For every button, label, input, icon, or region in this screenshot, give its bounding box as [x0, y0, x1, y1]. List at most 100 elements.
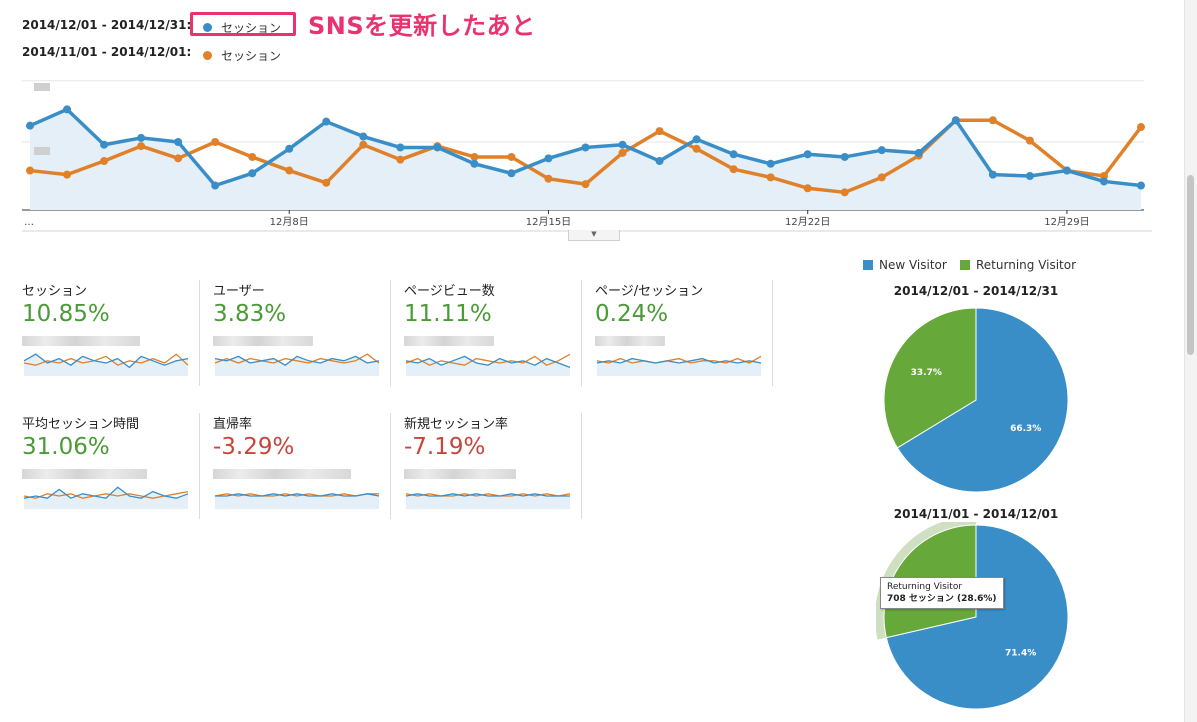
- data-point[interactable]: [544, 154, 553, 163]
- pie-slice-label: 71.4%: [1005, 649, 1036, 659]
- pie-tooltip: Returning Visitor 708 セッション (28.6%): [880, 577, 1004, 609]
- pie-chart-previous[interactable]: 71.4%: [876, 522, 1076, 722]
- data-point[interactable]: [655, 157, 664, 166]
- data-point[interactable]: [729, 150, 738, 159]
- data-point[interactable]: [63, 105, 72, 114]
- data-point[interactable]: [692, 144, 701, 153]
- data-point[interactable]: [174, 154, 183, 163]
- sparkline: [405, 353, 571, 376]
- data-point[interactable]: [63, 170, 72, 179]
- data-point[interactable]: [137, 142, 146, 151]
- sparkline-previous: [214, 353, 380, 364]
- data-point[interactable]: [359, 132, 368, 141]
- data-point[interactable]: [507, 169, 516, 178]
- metric-tile[interactable]: ページ/セッション 0.24%: [595, 280, 773, 386]
- data-point[interactable]: [988, 116, 997, 125]
- legend-series-previous[interactable]: セッション: [203, 47, 281, 64]
- metric-detail-blurred: [22, 469, 147, 479]
- metric-tile[interactable]: 直帰率 -3.29%: [213, 413, 391, 519]
- data-point[interactable]: [470, 152, 479, 161]
- sparkline-previous: [596, 355, 762, 364]
- data-point[interactable]: [803, 184, 812, 193]
- data-point[interactable]: [211, 181, 220, 190]
- data-point[interactable]: [840, 188, 849, 197]
- page-scrollbar[interactable]: [1184, 0, 1197, 722]
- data-point[interactable]: [766, 159, 775, 168]
- data-point[interactable]: [285, 144, 294, 153]
- data-point[interactable]: [544, 174, 553, 183]
- data-point[interactable]: [1137, 181, 1145, 190]
- pie-legend-new[interactable]: New Visitor: [863, 258, 947, 272]
- data-point[interactable]: [26, 166, 34, 175]
- data-point[interactable]: [507, 152, 516, 161]
- data-point[interactable]: [618, 140, 627, 149]
- data-point[interactable]: [877, 173, 886, 182]
- data-point[interactable]: [1137, 123, 1145, 132]
- pie-chart-current[interactable]: 66.3% 33.7%: [876, 305, 1076, 505]
- data-point[interactable]: [100, 140, 109, 149]
- data-point[interactable]: [692, 135, 701, 144]
- annotation-highlight-box: [190, 12, 296, 36]
- metric-tile[interactable]: 平均セッション時間 31.06%: [22, 413, 200, 519]
- pie-slice[interactable]: [883, 307, 977, 449]
- data-point[interactable]: [1025, 172, 1034, 180]
- data-point[interactable]: [581, 143, 590, 152]
- data-point[interactable]: [581, 180, 590, 189]
- data-point[interactable]: [100, 157, 109, 166]
- date-range-current: 2014/12/01 - 2014/12/31:: [22, 18, 192, 32]
- metric-label: ユーザー: [213, 284, 265, 299]
- data-point[interactable]: [951, 116, 960, 125]
- tile-divider: [581, 413, 582, 519]
- data-point[interactable]: [396, 143, 405, 152]
- data-point[interactable]: [248, 169, 257, 178]
- new-visitor-swatch: [863, 260, 873, 270]
- sparkline: [23, 486, 189, 509]
- scrollbar-thumb[interactable]: [1187, 175, 1194, 355]
- data-point[interactable]: [211, 138, 220, 146]
- data-point[interactable]: [285, 166, 294, 175]
- tile-divider: [581, 280, 582, 386]
- data-point[interactable]: [322, 117, 331, 126]
- data-point[interactable]: [803, 150, 812, 159]
- data-point[interactable]: [618, 148, 627, 157]
- metric-tile[interactable]: ページビュー数 11.11%: [404, 280, 582, 386]
- metric-label: ページ/セッション: [595, 284, 704, 299]
- data-point[interactable]: [248, 152, 257, 161]
- data-point[interactable]: [766, 173, 775, 182]
- annotation-text: SNSを更新したあと: [308, 12, 536, 40]
- metric-label: ページビュー数: [404, 284, 495, 299]
- data-point[interactable]: [840, 152, 849, 161]
- sparkline-current: [215, 493, 380, 497]
- data-point[interactable]: [914, 148, 923, 157]
- metric-change-value: -7.19%: [404, 434, 486, 460]
- data-point[interactable]: [396, 155, 405, 164]
- metric-tile[interactable]: ユーザー 3.83%: [213, 280, 391, 386]
- data-point[interactable]: [655, 127, 664, 136]
- data-point[interactable]: [1062, 166, 1071, 175]
- metric-detail-blurred: [595, 336, 665, 346]
- data-point[interactable]: [137, 133, 146, 142]
- sparkline-previous: [405, 353, 571, 366]
- data-point[interactable]: [1099, 177, 1108, 186]
- data-point[interactable]: [877, 146, 886, 155]
- data-point[interactable]: [1025, 136, 1034, 145]
- metric-label: セッション: [22, 284, 88, 299]
- pie-legend-returning[interactable]: Returning Visitor: [960, 258, 1076, 272]
- data-point[interactable]: [322, 178, 331, 187]
- chart-collapse-handle[interactable]: ▼: [568, 230, 620, 241]
- metric-tile[interactable]: セッション 10.85%: [22, 280, 200, 386]
- legend-series-current[interactable]: セッション: [203, 19, 281, 36]
- pie-slice[interactable]: [896, 307, 1069, 493]
- data-point[interactable]: [174, 138, 183, 146]
- data-point[interactable]: [470, 159, 479, 168]
- data-point[interactable]: [729, 165, 738, 174]
- pie-slice[interactable]: [885, 524, 1069, 710]
- x-tick-label: 12月22日: [785, 216, 830, 228]
- data-point[interactable]: [26, 121, 34, 130]
- metric-detail-blurred: [213, 469, 351, 479]
- data-point[interactable]: [359, 140, 368, 149]
- data-point[interactable]: [433, 143, 442, 152]
- metric-label: 新規セッション率: [404, 417, 509, 432]
- metric-tile[interactable]: 新規セッション率 -7.19%: [404, 413, 582, 519]
- data-point[interactable]: [988, 170, 997, 179]
